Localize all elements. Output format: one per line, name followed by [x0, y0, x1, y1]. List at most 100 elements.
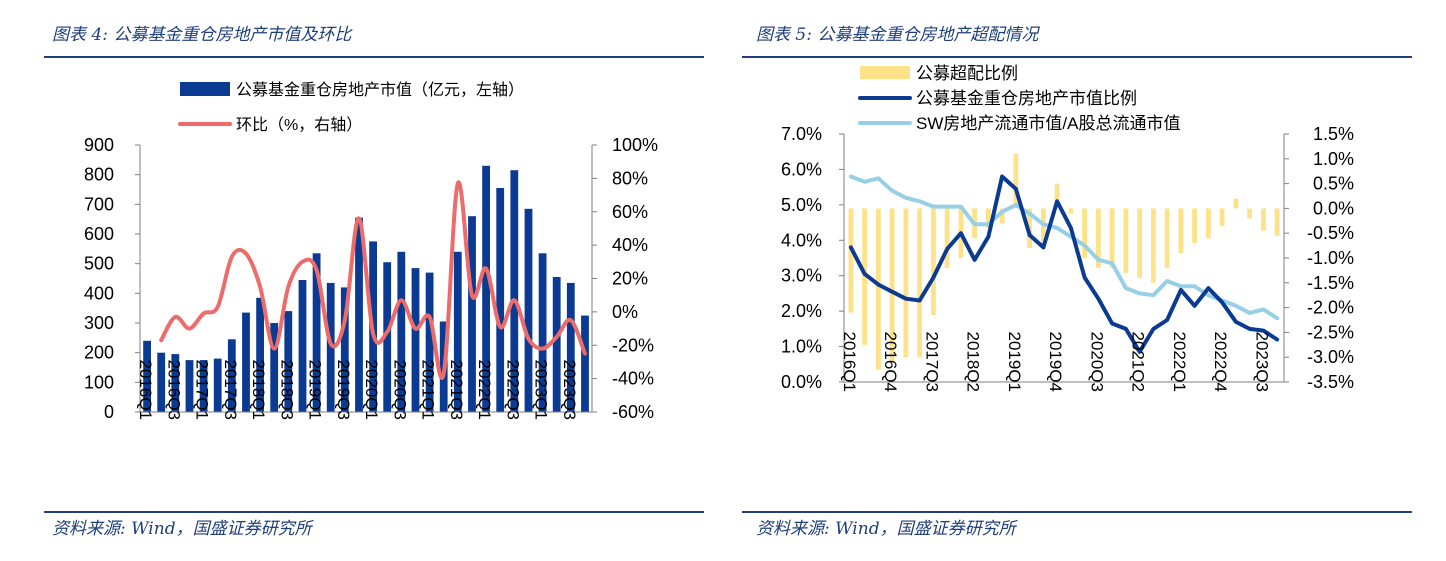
legend-swatch-market-value: [180, 82, 230, 96]
bar-market-value: [298, 280, 307, 412]
x-tick-label: 2023Q3: [560, 360, 579, 421]
bar-overweight: [1206, 208, 1211, 239]
bar-market-value: [213, 358, 222, 412]
bar-market-value: [496, 188, 505, 412]
bar-market-value: [157, 352, 166, 412]
x-tick-label: 2016Q1: [136, 360, 155, 421]
right-y-tick-label: 40%: [612, 235, 648, 255]
right-y-tick-label: 0.0%: [1313, 198, 1354, 218]
right-y-tick-label: -0.5%: [1307, 223, 1354, 243]
right-source-rule: [742, 511, 1412, 513]
bar-market-value: [340, 287, 349, 412]
bar-overweight: [1082, 208, 1087, 258]
x-tick-label: 2018Q3: [277, 360, 296, 421]
bar-overweight: [903, 208, 909, 358]
bar-market-value: [242, 312, 250, 412]
bar-market-value: [256, 297, 264, 412]
left-chart: 公募基金重仓房地产市值（亿元，左轴） 环比（%，右轴） 0 100 200 300 400 5…: [84, 81, 658, 422]
bar-market-value: [411, 268, 420, 412]
left-y-tick-label: 800: [84, 165, 114, 185]
bar-overweight: [1164, 208, 1170, 268]
left-y-tick-label: 4.0%: [781, 230, 822, 250]
bar-market-value: [199, 360, 208, 412]
x-tick-label: 2022Q1: [475, 360, 494, 421]
left-y-tick-label: 2.0%: [781, 301, 822, 321]
left-y-tick-label: 200: [84, 343, 114, 363]
bar-market-value: [566, 282, 575, 412]
bar-market-value: [524, 208, 533, 412]
series-line-sw-ratio: [848, 174, 1280, 321]
bar-market-value: [383, 262, 392, 412]
bar-market-value: [468, 216, 476, 412]
bar-overweight: [1233, 198, 1239, 209]
bar-market-value: [581, 315, 589, 412]
right-chart-panel: 图表 5: 公募基金重仓房地产超配情况 公募超配比例 公募基金重仓房地产市值比例 S…: [720, 0, 1446, 561]
x-tick-label: 2017Q1: [193, 360, 212, 421]
right-y-tick-label: -1.5%: [1307, 273, 1354, 293]
x-tick-label: 2023Q1: [532, 360, 551, 421]
x-tick-label: 2019Q4: [1046, 332, 1065, 393]
bar-overweight: [1041, 208, 1046, 249]
bar-market-value: [397, 251, 406, 412]
left-y-tick-label: 3.0%: [781, 266, 822, 286]
bar-market-value: [482, 165, 490, 412]
right-y-tick-label: 1.0%: [1313, 149, 1354, 169]
x-tick-label: 2019Q3: [334, 360, 353, 421]
bar-overweight: [931, 208, 936, 315]
x-tick-label: 2017Q3: [221, 360, 240, 421]
bar-overweight: [1274, 208, 1280, 236]
bar-market-value: [453, 251, 462, 412]
bar-overweight: [1096, 208, 1101, 268]
left-source-note: 资料来源: Wind，国盛证券研究所: [52, 519, 312, 539]
bar-overweight: [1137, 208, 1142, 278]
right-y-tick-label: -3.5%: [1307, 372, 1354, 392]
right-y-tick-label: -60%: [612, 402, 654, 422]
right-y-tick-label: -40%: [612, 369, 654, 389]
x-tick-label: 2018Q2: [964, 332, 983, 393]
bar-overweight: [848, 208, 854, 313]
left-y-tick-label: 900: [84, 135, 114, 155]
right-source-note: 资料来源: Wind，国盛证券研究所: [756, 519, 1016, 539]
right-y-tick-label: 60%: [612, 202, 648, 222]
x-tick-label: 2021Q1: [419, 360, 438, 421]
x-tick-label: 2019Q1: [1005, 332, 1024, 393]
bar-market-value: [143, 340, 151, 412]
bar-market-value: [185, 360, 194, 412]
legend-swatch-overweight: [860, 66, 910, 79]
bar-market-value: [312, 253, 321, 412]
legend-label-fund-ratio: 公募基金重仓房地产市值比例: [916, 89, 1137, 108]
x-tick-label: 2016Q1: [840, 332, 859, 393]
bar-market-value: [284, 311, 293, 412]
x-tick-label: 2020Q3: [390, 360, 409, 421]
bar-market-value: [355, 217, 363, 412]
right-y-tick-label: -1.0%: [1307, 248, 1354, 268]
x-tick-label: 2022Q3: [503, 360, 522, 421]
x-tick-label: 2016Q3: [164, 360, 183, 421]
left-y-tick-label: 100: [84, 372, 114, 392]
bar-overweight: [862, 208, 867, 345]
x-tick-label: 2022Q1: [1170, 332, 1189, 393]
left-title-rule: [44, 56, 704, 58]
x-tick-label: 2020Q3: [1087, 332, 1106, 393]
x-tick-label: 2023Q3: [1252, 332, 1271, 393]
bar-market-value: [270, 323, 279, 412]
x-tick-label: 2021Q2: [1129, 332, 1148, 393]
bar-overweight: [1109, 208, 1115, 268]
bar-overweight: [944, 208, 950, 268]
right-y-tick-label: -2.0%: [1307, 298, 1354, 318]
bar-overweight: [1261, 208, 1266, 231]
left-chart-panel: 图表 4: 公募基金重仓房地产市值及环比 公募基金重仓房地产市值（亿元，左轴） 环…: [0, 0, 720, 561]
bar-overweight: [1247, 208, 1252, 219]
left-y-tick-label: 600: [84, 224, 114, 244]
bar-overweight: [986, 208, 991, 229]
left-y-tick-label: 7.0%: [781, 124, 822, 144]
left-y-tick-label: 5.0%: [781, 195, 822, 215]
left-y-tick-label: 6.0%: [781, 159, 822, 179]
right-y-tick-label: -2.5%: [1307, 322, 1354, 342]
x-tick-label: 2021Q3: [447, 360, 466, 421]
left-y-tick-label: 300: [84, 313, 114, 333]
legend-label-overweight: 公募超配比例: [916, 64, 1018, 83]
right-chart-title: 图表 5: 公募基金重仓房地产超配情况: [756, 25, 1039, 45]
left-chart-title: 图表 4: 公募基金重仓房地产市值及环比: [52, 25, 352, 45]
